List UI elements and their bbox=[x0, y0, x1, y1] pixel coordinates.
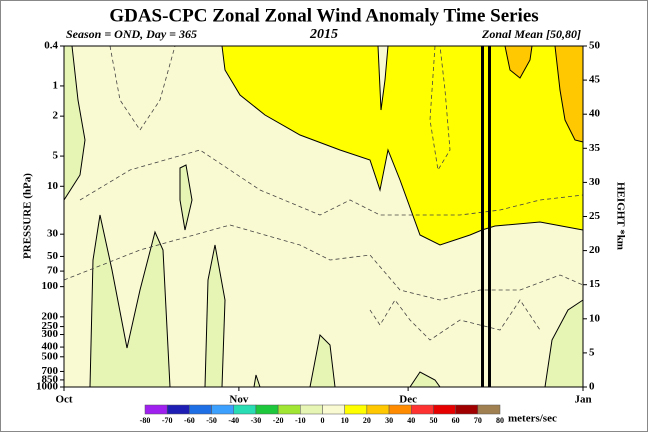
colorbar-label: 10 bbox=[341, 416, 349, 425]
colorbar-label: -60 bbox=[184, 416, 195, 425]
y2-tick-label: 40 bbox=[589, 108, 601, 120]
chart-title: GDAS-CPC Zonal Zonal Wind Anomaly Time S… bbox=[109, 5, 538, 26]
y-tick-label: 400 bbox=[42, 341, 59, 353]
x-tick-label: Jan bbox=[574, 394, 591, 406]
colorbar-swatch bbox=[477, 404, 501, 415]
y2-tick-label: 35 bbox=[589, 142, 601, 154]
y2-tick-label: 45 bbox=[589, 74, 601, 86]
x-tick-label: Dec bbox=[399, 394, 417, 406]
colorbar-swatch bbox=[277, 404, 301, 415]
y-tick-label: 500 bbox=[42, 350, 59, 362]
colorbar-label: 60 bbox=[452, 416, 460, 425]
y-tick-label: 100 bbox=[42, 280, 59, 292]
colorbar-label: -20 bbox=[273, 416, 284, 425]
contour-dashed bbox=[79, 149, 584, 216]
colorbar-label: 0 bbox=[321, 416, 325, 425]
region-negative bbox=[89, 214, 171, 388]
y-tick-label: 50 bbox=[47, 250, 59, 262]
y-tick-label: 1 bbox=[53, 79, 59, 91]
y2-tick-label: 30 bbox=[589, 176, 601, 188]
colorbar-swatch bbox=[344, 404, 368, 415]
colorbar-swatch bbox=[411, 404, 434, 415]
contour-field bbox=[63, 45, 584, 388]
colorbar-label: 30 bbox=[385, 416, 393, 425]
colorbar-swatch bbox=[300, 404, 323, 415]
region-negative bbox=[179, 164, 193, 231]
colorbar-swatch bbox=[166, 404, 190, 415]
y-tick-label: 70 bbox=[47, 265, 59, 277]
colorbar-swatch bbox=[388, 404, 412, 415]
subtitle-right: Zonal Mean [50,80] bbox=[481, 27, 581, 41]
y-tick-label: 1000 bbox=[36, 381, 59, 393]
y2-tick-label: 5 bbox=[589, 346, 595, 358]
y2-tick-label: 25 bbox=[589, 210, 601, 222]
marker-line bbox=[488, 46, 491, 387]
y2-axis-label: HEIGHT *km bbox=[614, 182, 626, 250]
colorbar-swatch bbox=[255, 404, 279, 415]
y-tick-label: 30 bbox=[47, 228, 59, 240]
colorbar-label: 20 bbox=[363, 416, 371, 425]
subtitle-left: Season = OND, Day = 365 bbox=[66, 27, 197, 41]
y2-tick-label: 15 bbox=[589, 278, 601, 290]
contour-dashed bbox=[63, 224, 584, 301]
colorbar-swatch bbox=[233, 404, 257, 415]
x-tick-label: Nov bbox=[229, 394, 248, 406]
y-tick-label: 0.4 bbox=[44, 40, 58, 52]
x-tick-label: Oct bbox=[55, 394, 72, 406]
y-tick-label: 300 bbox=[42, 328, 59, 340]
colorbar-label: -40 bbox=[228, 416, 239, 425]
colorbar-label: 40 bbox=[407, 416, 415, 425]
colorbar-label: 70 bbox=[474, 416, 482, 425]
colorbar-label: 80 bbox=[496, 416, 504, 425]
colorbar-label: -70 bbox=[162, 416, 173, 425]
colorbar-swatch bbox=[455, 404, 479, 415]
colorbar-swatch bbox=[144, 404, 168, 415]
y-tick-label: 250 bbox=[42, 320, 59, 332]
colorbar-label: -30 bbox=[251, 416, 262, 425]
y-tick-label: 700 bbox=[42, 365, 59, 377]
colorbar-label: -50 bbox=[206, 416, 217, 425]
y2-tick-label: 50 bbox=[589, 40, 601, 52]
colorbar-swatch bbox=[211, 404, 234, 415]
y-tick-label: 5 bbox=[53, 150, 59, 162]
contour-dashed bbox=[369, 299, 541, 341]
y-tick-label: 2 bbox=[53, 110, 59, 122]
region-positive bbox=[221, 45, 584, 246]
colorbar-swatch bbox=[189, 404, 212, 415]
colorbar-label: 50 bbox=[429, 416, 437, 425]
y-tick-label: 850 bbox=[42, 373, 59, 385]
colorbar-swatch bbox=[366, 404, 390, 415]
y2-tick-label: 0 bbox=[589, 381, 595, 393]
colorbar-unit: meters/sec bbox=[508, 413, 557, 425]
y-axis-label: PRESSURE (hPa) bbox=[22, 173, 34, 259]
y2-tick-label: 10 bbox=[589, 312, 601, 324]
contour-dashed bbox=[109, 45, 176, 131]
marker-line bbox=[481, 46, 484, 387]
colorbar-swatch bbox=[322, 404, 345, 415]
colorbar-label: -10 bbox=[295, 416, 306, 425]
y-tick-label: 10 bbox=[47, 180, 59, 192]
y-tick-label: 200 bbox=[42, 310, 59, 322]
colorbar-label: -80 bbox=[140, 416, 151, 425]
y2-tick-label: 20 bbox=[589, 244, 601, 256]
colorbar-swatch bbox=[433, 404, 456, 415]
contour-dashed bbox=[429, 45, 451, 172]
subtitle-center: 2015 bbox=[309, 27, 338, 42]
